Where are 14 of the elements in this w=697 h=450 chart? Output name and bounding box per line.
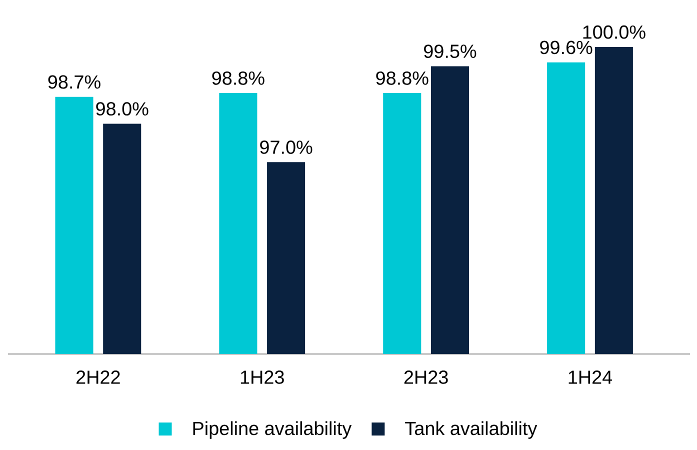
data-label: 99.6%: [540, 40, 592, 54]
x-tick-label: 1H24: [568, 370, 612, 384]
x-tick-label: 2H22: [76, 370, 120, 384]
data-label: 100.0%: [583, 25, 646, 39]
data-label: 99.5%: [424, 44, 476, 58]
data-label: 97.0%: [260, 140, 312, 154]
x-tick-label: 2H23: [404, 370, 448, 384]
legend-label: Pipeline availability: [193, 421, 352, 439]
data-label: 98.8%: [376, 71, 428, 85]
data-label: 98.8%: [212, 71, 264, 85]
x-tick-label: 1H23: [240, 370, 284, 384]
data-label: 98.0%: [96, 102, 148, 116]
data-label: 98.7%: [48, 75, 100, 89]
legend-label: Tank availability: [405, 421, 538, 439]
